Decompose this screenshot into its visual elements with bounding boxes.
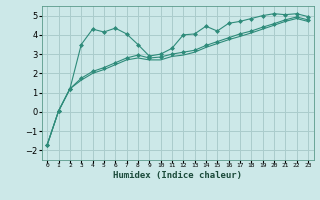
X-axis label: Humidex (Indice chaleur): Humidex (Indice chaleur): [113, 171, 242, 180]
